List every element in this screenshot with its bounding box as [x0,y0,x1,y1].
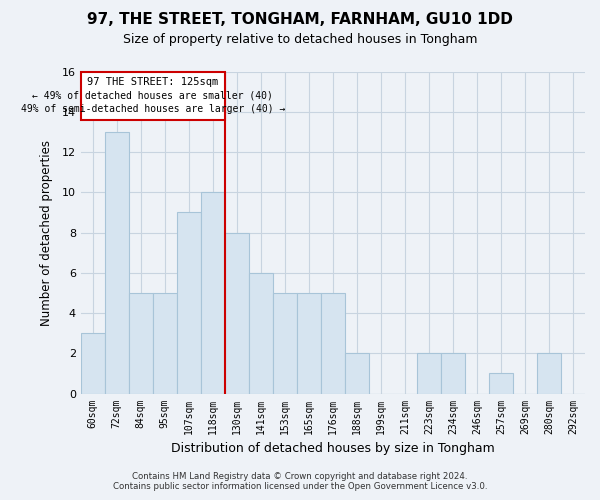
Bar [321,293,345,394]
Text: 97, THE STREET, TONGHAM, FARNHAM, GU10 1DD: 97, THE STREET, TONGHAM, FARNHAM, GU10 1… [87,12,513,28]
Bar [249,273,273,394]
Bar [81,333,105,394]
FancyBboxPatch shape [81,72,225,120]
Text: Contains HM Land Registry data © Crown copyright and database right 2024.
Contai: Contains HM Land Registry data © Crown c… [113,472,487,491]
Bar [297,293,321,394]
Bar [273,293,297,394]
X-axis label: Distribution of detached houses by size in Tongham: Distribution of detached houses by size … [171,442,495,455]
Bar [153,293,177,394]
Bar [441,354,465,394]
Bar [537,354,561,394]
Bar [345,354,369,394]
Text: 97 THE STREET: 125sqm: 97 THE STREET: 125sqm [87,77,218,87]
Text: Size of property relative to detached houses in Tongham: Size of property relative to detached ho… [123,32,477,46]
Y-axis label: Number of detached properties: Number of detached properties [40,140,53,326]
Bar [225,232,249,394]
Bar [129,293,153,394]
Bar [201,192,225,394]
Bar [489,374,513,394]
Bar [177,212,201,394]
Bar [417,354,441,394]
Bar [105,132,129,394]
Text: ← 49% of detached houses are smaller (40): ← 49% of detached houses are smaller (40… [32,90,273,101]
Text: 49% of semi-detached houses are larger (40) →: 49% of semi-detached houses are larger (… [20,104,285,114]
